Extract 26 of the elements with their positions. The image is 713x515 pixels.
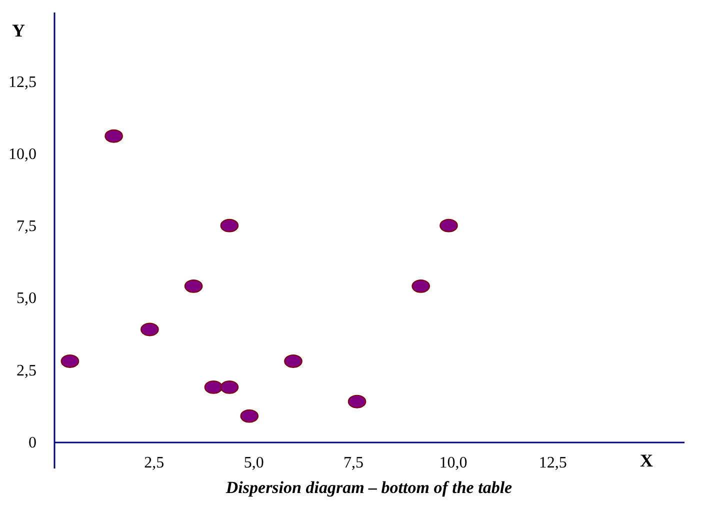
x-tick-label: 12,5: [538, 454, 567, 472]
point: [204, 380, 223, 394]
x-tick-label: 2,5: [144, 454, 164, 472]
point: [348, 394, 366, 408]
point: [440, 218, 458, 232]
x-tick-label: 10,0: [439, 454, 468, 472]
y-tick-label: 5,0: [16, 290, 36, 308]
text: Dispersion diagram – bottom of the table: [224, 478, 513, 498]
point: [184, 279, 203, 293]
point: [60, 354, 80, 368]
point: [220, 218, 239, 232]
point: [220, 380, 239, 394]
x-tick-label: 5,0: [244, 454, 264, 472]
y-axis-title: Y: [12, 20, 25, 40]
point: [412, 279, 430, 293]
point: [284, 354, 302, 368]
x-axis-title: X: [640, 450, 653, 471]
y-tick-label: 12,5: [8, 74, 36, 91]
y-tick-label: 10,0: [8, 146, 36, 163]
y-tick-label: 0: [28, 434, 36, 452]
x-tick-label: 7,5: [344, 454, 364, 472]
y-tick-label: 2,5: [16, 362, 36, 380]
point: [104, 129, 123, 143]
point: [240, 409, 259, 423]
y-tick-label: 7,5: [16, 218, 36, 236]
point: [140, 322, 159, 336]
